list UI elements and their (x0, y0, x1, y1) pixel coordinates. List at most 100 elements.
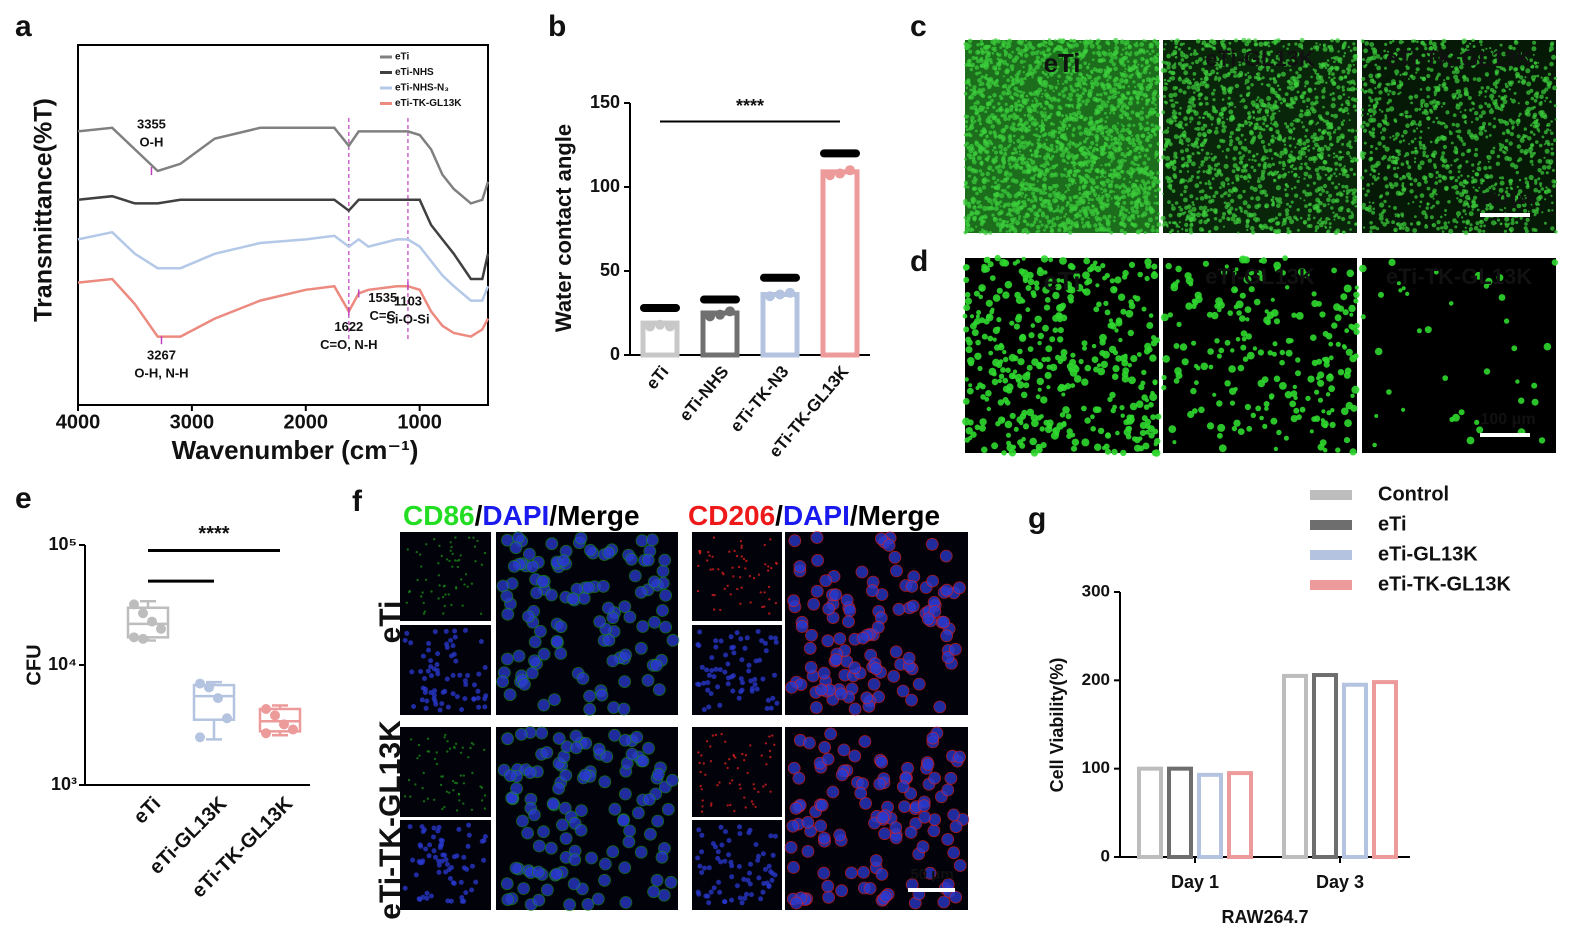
cell (1269, 128, 1273, 131)
cell (1342, 55, 1346, 58)
cell (1066, 173, 1071, 177)
cell (1337, 126, 1341, 131)
cell (1111, 124, 1117, 130)
cell (1409, 222, 1414, 226)
cell (1178, 111, 1182, 116)
cell (1040, 119, 1044, 122)
cell (1004, 280, 1013, 289)
cell (1383, 176, 1388, 181)
cell (1056, 47, 1059, 50)
cell (1199, 181, 1202, 185)
cell (1122, 124, 1125, 128)
cell (1510, 162, 1515, 168)
cell (1522, 134, 1526, 138)
cell (1276, 203, 1281, 209)
cell (1280, 101, 1283, 105)
cell (1118, 162, 1124, 168)
cell (1441, 230, 1445, 233)
cell (1545, 171, 1549, 175)
cell (999, 258, 1008, 267)
cell (998, 229, 1003, 233)
cell (1201, 47, 1205, 51)
cell (1476, 189, 1479, 192)
cell (985, 256, 991, 262)
y-tick-label: 150 (590, 92, 620, 112)
cell (1214, 75, 1218, 79)
cell (1146, 65, 1149, 68)
cell (1424, 223, 1427, 227)
cell (993, 135, 998, 139)
cell (1006, 432, 1011, 438)
cell (1124, 67, 1127, 70)
cell (1047, 206, 1050, 209)
cell (1355, 87, 1358, 91)
cell (1523, 127, 1528, 131)
cell (1326, 59, 1330, 62)
cell (1288, 104, 1293, 109)
cell (1114, 95, 1117, 98)
cell (1347, 128, 1351, 132)
cell (1299, 216, 1303, 220)
cell (1047, 199, 1050, 202)
cell (1472, 77, 1477, 81)
cell (1296, 208, 1300, 212)
cell (1231, 169, 1236, 174)
cell (1212, 98, 1216, 102)
cell (1377, 122, 1382, 128)
cell (1552, 85, 1557, 91)
cell (1154, 65, 1159, 70)
cell (1432, 99, 1437, 104)
cell (1409, 189, 1414, 194)
cell (1354, 109, 1358, 112)
cell (1083, 161, 1087, 165)
cell (1091, 133, 1094, 136)
cell (1395, 132, 1400, 137)
cell (1143, 185, 1148, 190)
cell (1126, 116, 1130, 120)
cell (1002, 75, 1005, 78)
cell (1491, 184, 1494, 188)
cell (1260, 82, 1264, 86)
cell (1244, 73, 1248, 76)
cell (1169, 117, 1172, 120)
cell (1052, 190, 1057, 195)
cell (1007, 211, 1012, 216)
cell (1477, 162, 1480, 166)
cell (1258, 224, 1263, 228)
cell (1120, 116, 1124, 120)
cell (1019, 108, 1023, 111)
cell (1384, 114, 1388, 118)
cell (979, 424, 986, 432)
cell (1075, 60, 1079, 63)
data-point (715, 309, 725, 320)
cell (1172, 72, 1176, 75)
cell (1375, 101, 1379, 106)
cell (1094, 443, 1102, 451)
cell (1234, 208, 1238, 211)
cell (1142, 50, 1146, 55)
cell (968, 133, 973, 138)
cell (1049, 71, 1054, 77)
cell (969, 124, 974, 128)
cell (1537, 168, 1542, 173)
cell (1090, 198, 1094, 202)
cell (1248, 121, 1251, 124)
cell (1531, 163, 1534, 166)
cell (1307, 213, 1311, 217)
cell (1220, 194, 1224, 198)
cell (1150, 123, 1155, 127)
cell (1116, 104, 1120, 109)
cell (1270, 198, 1273, 201)
cell (1185, 179, 1188, 182)
cell (1136, 188, 1141, 192)
cell (1325, 81, 1328, 85)
cell (1080, 166, 1083, 168)
cell (1177, 61, 1182, 66)
cell (1035, 394, 1041, 400)
cell (1049, 157, 1053, 161)
annotation-text: O-H, N-H (134, 366, 188, 381)
cell (1391, 90, 1396, 96)
cell (1457, 165, 1462, 170)
cell (1502, 99, 1508, 105)
